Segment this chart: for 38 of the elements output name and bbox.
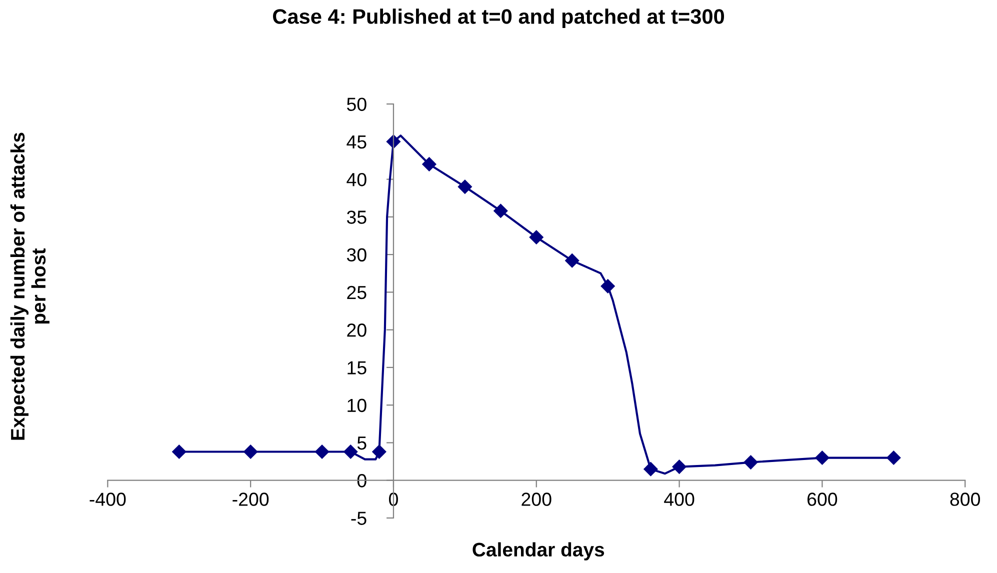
point <box>172 444 186 460</box>
y-tick-label: 40 <box>346 172 366 186</box>
y-tick-label: 5 <box>357 436 366 450</box>
chart-title: Case 4: Published at t=0 and patched at t=300 <box>273 8 724 28</box>
point <box>493 204 508 218</box>
point <box>529 230 544 245</box>
point <box>458 180 472 194</box>
y-tick-label: 50 <box>346 98 366 111</box>
point <box>886 450 901 466</box>
point <box>743 455 758 470</box>
y-tick-label: 10 <box>348 398 366 412</box>
y-tick-label: 0 <box>357 474 366 488</box>
point <box>243 444 258 460</box>
y-tick-label: 35 <box>346 210 366 224</box>
point <box>343 444 358 460</box>
y-tick-label: 25 <box>347 286 366 300</box>
point <box>814 450 830 466</box>
x-tick-label: 600 <box>808 492 838 506</box>
point <box>672 460 687 474</box>
point <box>372 444 386 460</box>
point <box>314 444 330 460</box>
y-tick-label: 45 <box>346 136 366 149</box>
point <box>564 253 580 268</box>
y-axis-title: Expected daily number of attacks per host <box>10 132 50 440</box>
x-tick-label: -200 <box>232 492 269 506</box>
point <box>643 462 658 476</box>
y-tick-label: 20 <box>347 324 366 337</box>
x-axis-title: Calendar days <box>472 542 604 560</box>
point <box>600 278 616 294</box>
point <box>386 134 401 149</box>
point <box>422 156 436 172</box>
y-tick-label: 30 <box>346 248 366 262</box>
x-tick-label: 200 <box>522 492 552 506</box>
x-tick-label: 400 <box>664 492 694 506</box>
x-tick-label: -400 <box>90 492 126 506</box>
y-tick-label: 15 <box>348 361 366 374</box>
y-tick-label: -5 <box>351 512 366 525</box>
x-tick-label: 800 <box>950 492 980 506</box>
